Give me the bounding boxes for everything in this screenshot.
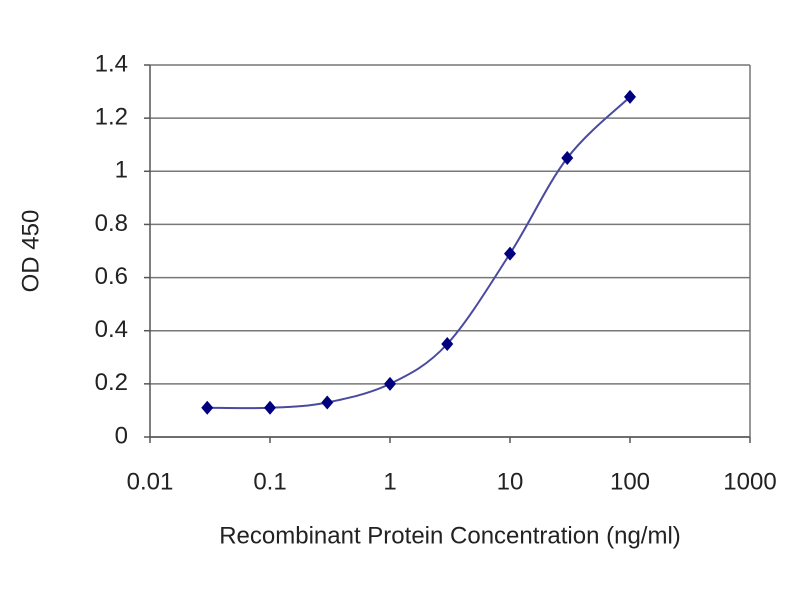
series-line [207, 96, 631, 410]
data-point [561, 151, 574, 165]
y-tick-label: 0.4 [95, 316, 128, 343]
x-tick-label: 1000 [723, 468, 776, 495]
x-tick-label: 0.1 [253, 468, 286, 495]
y-tick-label: 0.2 [95, 369, 128, 396]
x-tick-label: 100 [610, 468, 650, 495]
data-point [624, 89, 636, 104]
data-point [321, 395, 334, 410]
data-point [384, 376, 396, 391]
y-tick-label: 1 [115, 157, 128, 184]
y-tick-label: 0.8 [95, 210, 128, 237]
data-point [441, 337, 454, 351]
data-point [264, 400, 276, 415]
y-tick-label: 0.6 [95, 263, 128, 290]
x-tick-label: 10 [497, 468, 524, 495]
y-tick-label: 0 [115, 422, 128, 449]
x-axis-label: Recombinant Protein Concentration (ng/ml… [219, 522, 681, 549]
x-tick-label: 0.01 [127, 468, 174, 495]
data-point [201, 400, 214, 415]
y-tick-label: 1.4 [95, 50, 128, 77]
x-tick-label: 1 [383, 468, 396, 495]
y-tick-label: 1.2 [95, 103, 128, 130]
data-point [504, 246, 516, 261]
y-axis-label: OD 450 [17, 210, 44, 293]
